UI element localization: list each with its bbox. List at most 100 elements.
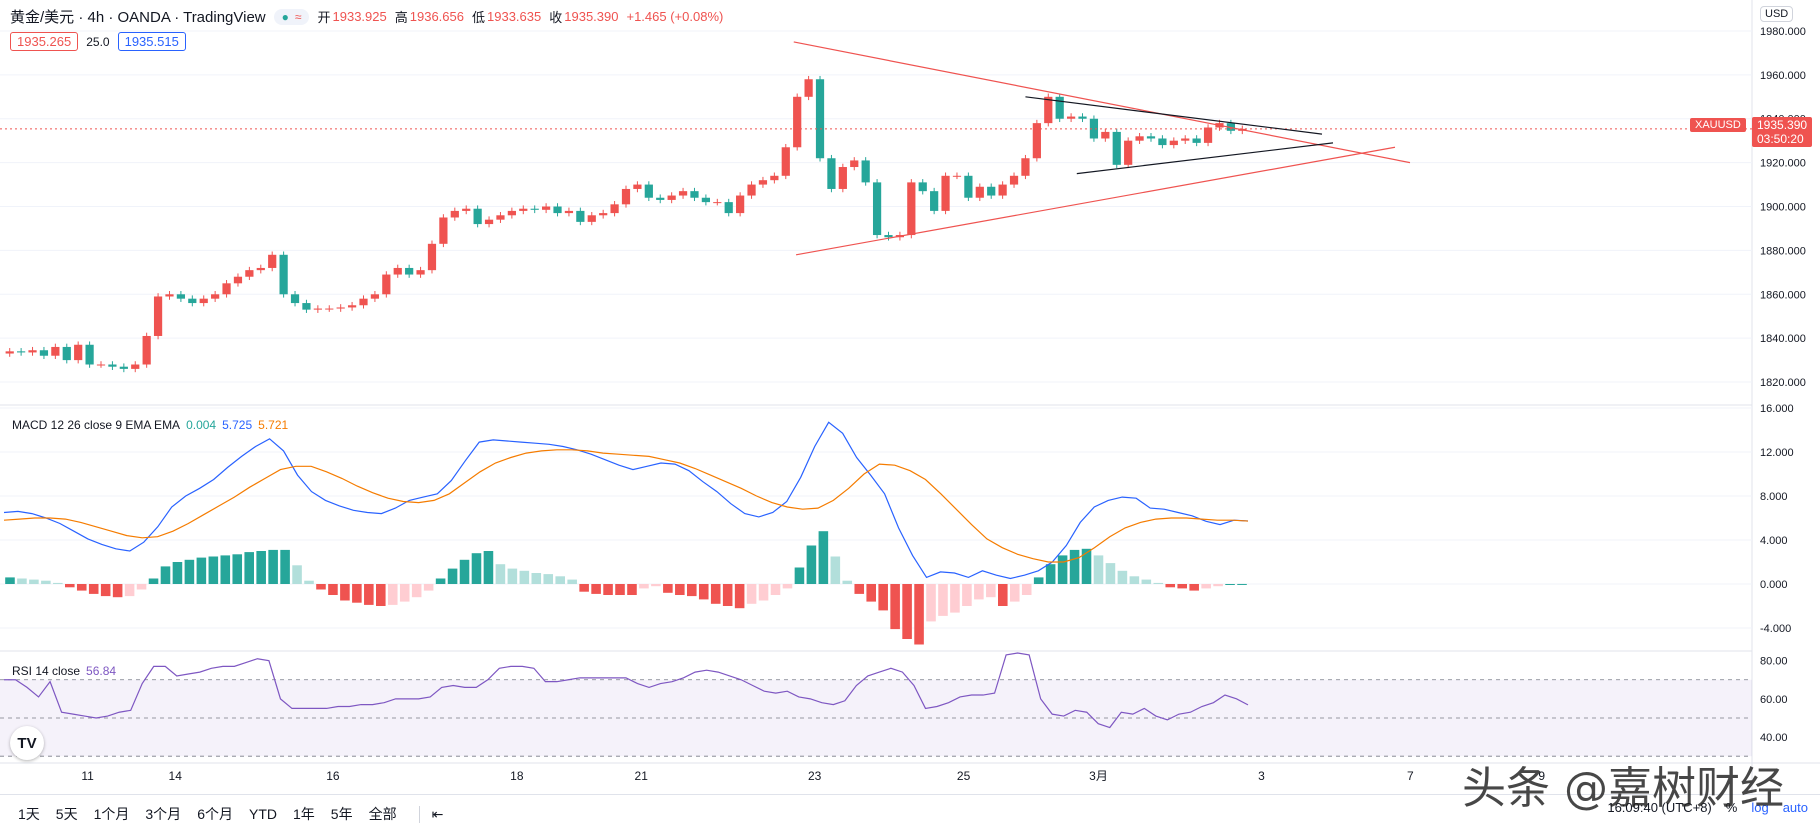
macd-histogram-bar: [232, 554, 243, 584]
tradingview-logo-icon[interactable]: TV: [10, 726, 44, 760]
range-1m-button[interactable]: 1个月: [93, 806, 130, 822]
time-tick-label: 9: [1538, 769, 1545, 783]
candle-body: [5, 351, 14, 354]
macd-histogram-bar: [65, 584, 75, 588]
macd-tick-label: -4.000: [1760, 623, 1791, 635]
log-toggle[interactable]: log: [1751, 800, 1769, 815]
macd-histogram-bar: [1009, 584, 1020, 602]
macd-histogram-bar: [758, 584, 769, 601]
candle-body: [96, 364, 106, 366]
macd-histogram-bar: [770, 584, 781, 595]
macd-histogram-bar: [579, 584, 589, 592]
go-to-date-icon[interactable]: ⇤: [418, 805, 443, 823]
range-1d-button[interactable]: 1天: [18, 806, 40, 822]
macd-histogram-bar: [112, 584, 123, 598]
candle-body: [393, 267, 402, 275]
candle-body: [781, 147, 790, 176]
candle-body: [587, 215, 596, 222]
macd-histogram-bar: [902, 584, 912, 639]
macd-histogram-bar: [998, 584, 1008, 606]
candle-body: [930, 191, 939, 211]
macd-histogram-bar: [88, 584, 99, 594]
candle-body: [450, 210, 459, 218]
macd-histogram-bar: [567, 579, 577, 584]
spread-value: 25.0: [86, 34, 110, 49]
candle-body: [804, 79, 813, 97]
macd-histogram-bar: [100, 584, 111, 597]
auto-toggle[interactable]: auto: [1782, 800, 1808, 815]
candle-body: [416, 270, 425, 275]
candle-body: [39, 350, 49, 356]
candle-body: [838, 167, 847, 189]
time-tick-label: 3月: [1089, 769, 1108, 783]
range-6m-button[interactable]: 6个月: [197, 806, 233, 822]
candle-body: [907, 182, 916, 236]
last-price: 1935.390: [1757, 118, 1808, 132]
mode-symbol: ≈: [294, 9, 302, 24]
candle-body: [656, 197, 665, 200]
macd-signal-value: 5.721: [258, 418, 289, 432]
candle-body: [153, 296, 163, 336]
range-3m-button[interactable]: 3个月: [145, 806, 182, 822]
trade-panel: 1935.265 25.0 1935.515: [10, 32, 186, 51]
lower-trendline: [795, 146, 1396, 256]
macd-histogram-bar: [531, 573, 542, 584]
time-tick-label: 11: [81, 769, 94, 783]
rsi-band-fill: [0, 679, 1752, 757]
percent-toggle[interactable]: %: [1725, 800, 1738, 815]
macd-histogram-bar: [1141, 579, 1152, 584]
candle-body: [1101, 131, 1110, 139]
macd-histogram-bar: [938, 584, 948, 616]
macd-histogram-bar: [1189, 584, 1199, 591]
candle-body: [176, 294, 186, 299]
candle-body: [302, 303, 311, 310]
range-ytd-button[interactable]: YTD: [248, 806, 277, 822]
symbol-legend: 黄金/美元 · 4h · OANDA · TradingView ● ≈ 开 19…: [10, 6, 723, 27]
range-all-button[interactable]: 全部: [368, 806, 397, 822]
macd-histogram-bar: [208, 556, 219, 584]
candle-body: [74, 344, 83, 361]
macd-histogram-bar: [1033, 577, 1044, 584]
macd-histogram-bar: [603, 584, 613, 595]
macd-histogram-bar: [974, 584, 984, 600]
candle-body: [542, 206, 551, 210]
candle-body: [1032, 123, 1041, 159]
last-price-tag: 1935.390 03:50:20: [1752, 117, 1813, 147]
currency-select[interactable]: USD: [1760, 6, 1794, 22]
candle-body: [644, 184, 653, 198]
macd-histogram-bar: [830, 556, 841, 584]
range-5y-button[interactable]: 5年: [330, 806, 353, 822]
macd-histogram-bar: [5, 577, 15, 584]
macd-histogram-bar: [710, 584, 721, 604]
upper-trendline: [793, 41, 1411, 164]
rsi-tick-label: 60.00: [1760, 694, 1788, 706]
macd-histogram-bar: [53, 582, 63, 584]
bar-countdown: 03:50:20: [1757, 132, 1804, 146]
price-tick-label: 1840.000: [1760, 333, 1806, 345]
macd-legend-title: MACD 12 26 close 9 EMA EMA: [12, 418, 181, 432]
candle-body: [222, 283, 231, 295]
macd-histogram-bar: [675, 584, 685, 595]
macd-histogram-bar: [663, 584, 673, 593]
candle-body: [439, 217, 448, 244]
market-status-pill[interactable]: ● ≈: [273, 8, 310, 25]
range-5d-button[interactable]: 5天: [55, 806, 78, 822]
ohlc-high-value: 1936.656: [409, 9, 464, 24]
macd-histogram-bar: [292, 565, 302, 584]
macd-value: 5.725: [222, 418, 253, 432]
candle-body: [507, 210, 516, 216]
clock-time: 16:09:40 (UTC+8): [1607, 800, 1712, 815]
candle-body: [975, 186, 984, 198]
macd-histogram-bar: [507, 568, 518, 584]
macd-histogram-bar: [1201, 584, 1211, 589]
candle-body: [793, 96, 802, 148]
candle-body: [462, 208, 471, 211]
candle-body: [736, 195, 745, 214]
range-1y-button[interactable]: 1年: [292, 806, 315, 822]
candle-body: [1169, 140, 1178, 146]
buy-price-button[interactable]: 1935.515: [117, 32, 186, 51]
macd-histogram-bar: [244, 552, 254, 584]
sell-price-button[interactable]: 1935.265: [10, 32, 79, 51]
